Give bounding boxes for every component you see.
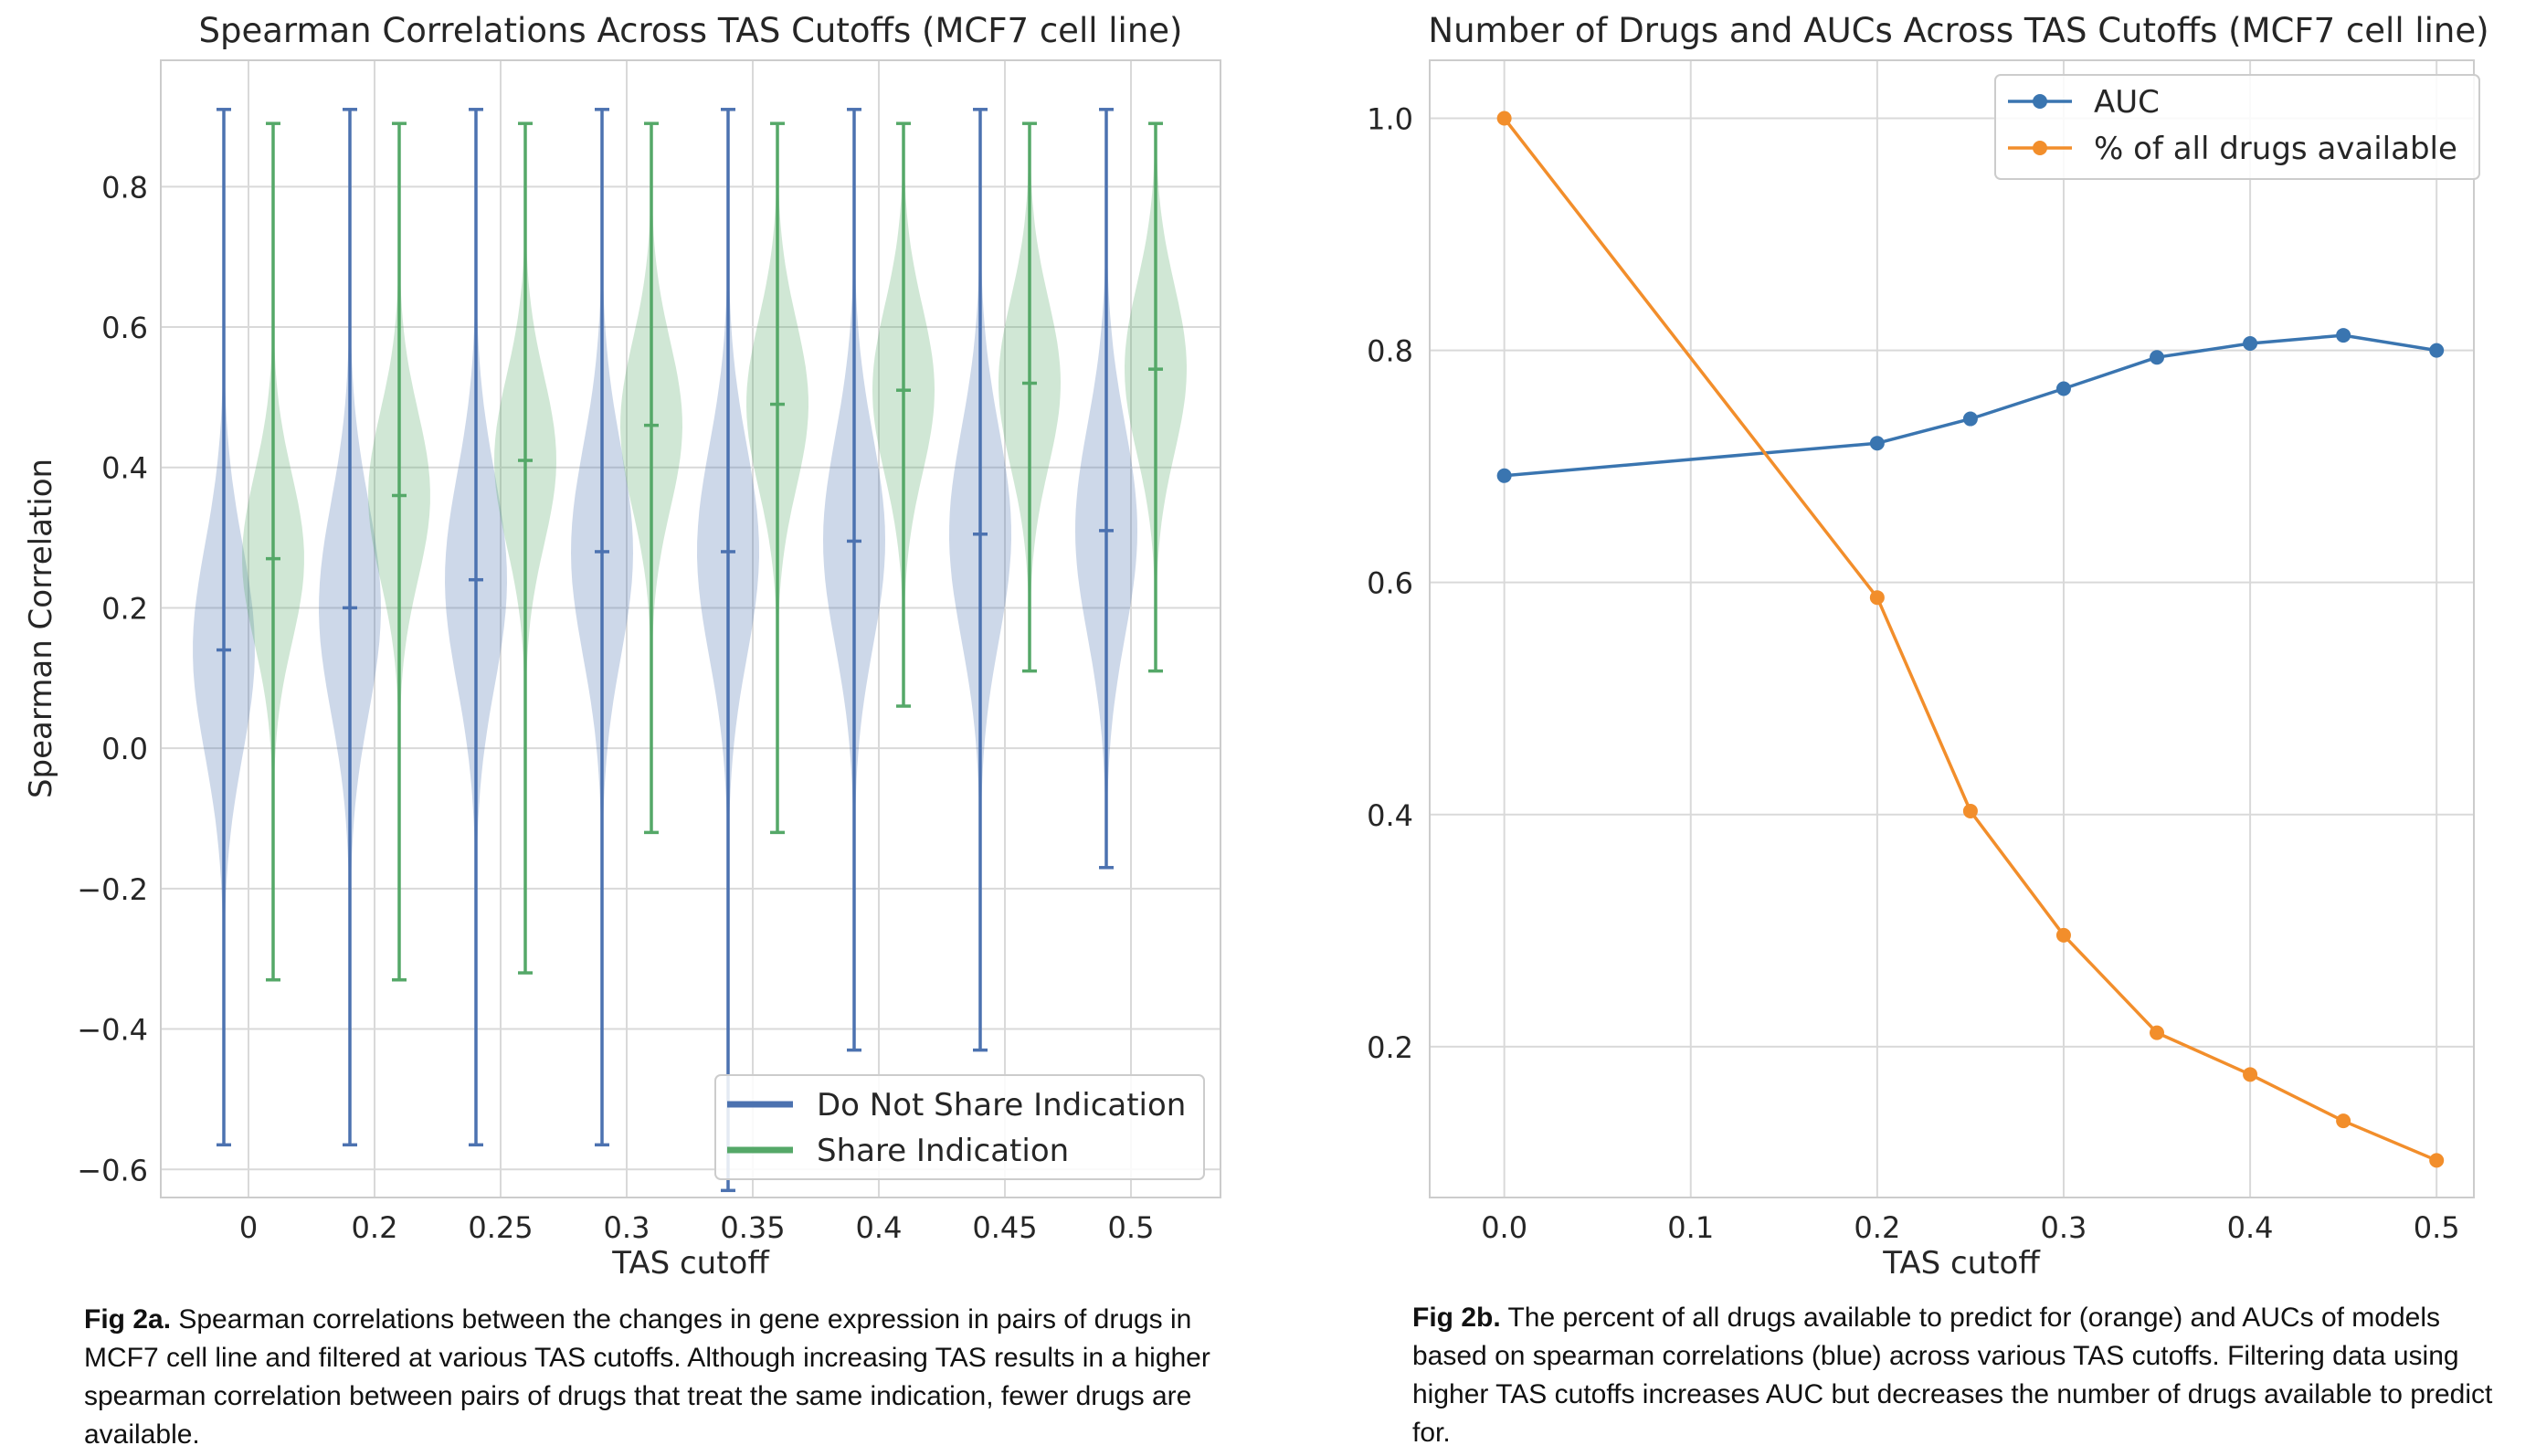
- caption-label-b: Fig 2b.: [1412, 1303, 1501, 1333]
- chart-title-b: Number of Drugs and AUCs Across TAS Cuto…: [1428, 11, 2488, 50]
- legend-label: AUC: [2094, 84, 2160, 121]
- plot-area-b: [1430, 60, 2474, 1198]
- x-tick-label: 0.2: [1854, 1210, 1900, 1245]
- x-tick-label: 0.4: [2227, 1210, 2274, 1245]
- data-point: [2150, 350, 2165, 365]
- data-point: [1496, 468, 1512, 483]
- axes-frame-b: [1429, 59, 2475, 1198]
- x-tick-label: 0: [239, 1210, 258, 1245]
- x-tick-label: 0.3: [604, 1210, 650, 1245]
- series-line: [1504, 333, 2437, 478]
- x-tick-label: 0.25: [468, 1210, 533, 1245]
- data-point: [2243, 1067, 2258, 1082]
- y-tick-label: −0.6: [77, 1153, 148, 1187]
- x-axis-label-a: TAS cutoff: [611, 1245, 770, 1282]
- x-tick-label: 0.1: [1667, 1210, 1714, 1245]
- data-point: [2336, 328, 2351, 343]
- x-tick-label: 0.2: [352, 1210, 398, 1245]
- legend-marker: [2033, 141, 2047, 155]
- y-tick-label: 0.8: [1367, 334, 1413, 369]
- data-point: [2150, 1025, 2165, 1040]
- y-tick-label: 0.8: [101, 170, 148, 205]
- y-tick-label: 0.4: [101, 451, 148, 486]
- legend-b: AUC % of all drugs available: [1994, 74, 2480, 180]
- data-point: [2055, 927, 2071, 943]
- y-tick-label: 0.0: [101, 732, 148, 766]
- x-tick-label: 0.4: [856, 1210, 903, 1245]
- violin-chart: −0.6 −0.4 −0.2 0.0 0.2 0.4 0.6 0.8 0 0.2 0.25 0.3 0.…: [23, 11, 1221, 1282]
- legend-a: Do Not Share Indication Share Indication: [714, 1074, 1205, 1180]
- series-line: [1503, 117, 2437, 1162]
- y-tick-label: 0.6: [101, 311, 148, 345]
- x-tick-label: 0.5: [2414, 1210, 2460, 1245]
- legend-label: % of all drugs available: [2094, 131, 2457, 167]
- data-point: [2055, 381, 2071, 396]
- y-tick-label: 0.4: [1367, 798, 1413, 833]
- y-axis-label-a: Spearman Correlation: [23, 459, 59, 798]
- data-point: [1962, 411, 1978, 427]
- chart-title-a: Spearman Correlations Across TAS Cutoffs…: [199, 11, 1183, 50]
- x-tick-label: 0.5: [1108, 1210, 1155, 1245]
- legend-marker: [2033, 94, 2047, 109]
- data-point: [1962, 803, 1978, 818]
- y-tick-label: 0.6: [1367, 566, 1413, 601]
- line-chart: 0.2 0.4 0.6 0.8 1.0 0.0 0.1 0.2 0.3 0.4 0.5 AUC % of…: [1367, 11, 2488, 1282]
- legend-label: Do Not Share Indication: [817, 1087, 1186, 1124]
- data-point: [1496, 111, 1512, 126]
- caption-text-b: The percent of all drugs available to pr…: [1412, 1303, 2493, 1448]
- caption-text-a: Spearman correlations between the change…: [84, 1304, 1210, 1450]
- x-tick-label: 0.3: [2041, 1210, 2087, 1245]
- y-tick-label: −0.4: [77, 1013, 148, 1048]
- data-point: [1869, 590, 1885, 606]
- y-tick-label: 0.2: [1367, 1030, 1413, 1065]
- legend-label: Share Indication: [817, 1133, 1069, 1169]
- caption-label-a: Fig 2a.: [84, 1304, 172, 1335]
- plot-area-a: [161, 60, 1220, 1198]
- caption-fig-2a: Fig 2a. Spearman correlations between th…: [84, 1301, 1263, 1454]
- y-tick-label: −0.2: [77, 872, 148, 907]
- y-tick-label: 1.0: [1367, 102, 1413, 137]
- x-axis-label-b: TAS cutoff: [1882, 1245, 2041, 1282]
- data-point: [2243, 335, 2258, 351]
- caption-fig-2b: Fig 2b. The percent of all drugs availab…: [1412, 1299, 2509, 1452]
- x-tick-label: 0.35: [720, 1210, 785, 1245]
- legend-box-a: [714, 1074, 1205, 1180]
- y-tick-label: 0.2: [101, 591, 148, 626]
- x-tick-label: 0.45: [972, 1210, 1037, 1245]
- data-point: [2336, 1113, 2351, 1129]
- data-point: [1869, 436, 1885, 451]
- data-point: [2429, 1153, 2445, 1168]
- data-point: [2429, 343, 2445, 358]
- legend-box-b: [1994, 74, 2480, 180]
- x-tick-label: 0.0: [1481, 1210, 1527, 1245]
- axes-frame-a: [160, 59, 1221, 1198]
